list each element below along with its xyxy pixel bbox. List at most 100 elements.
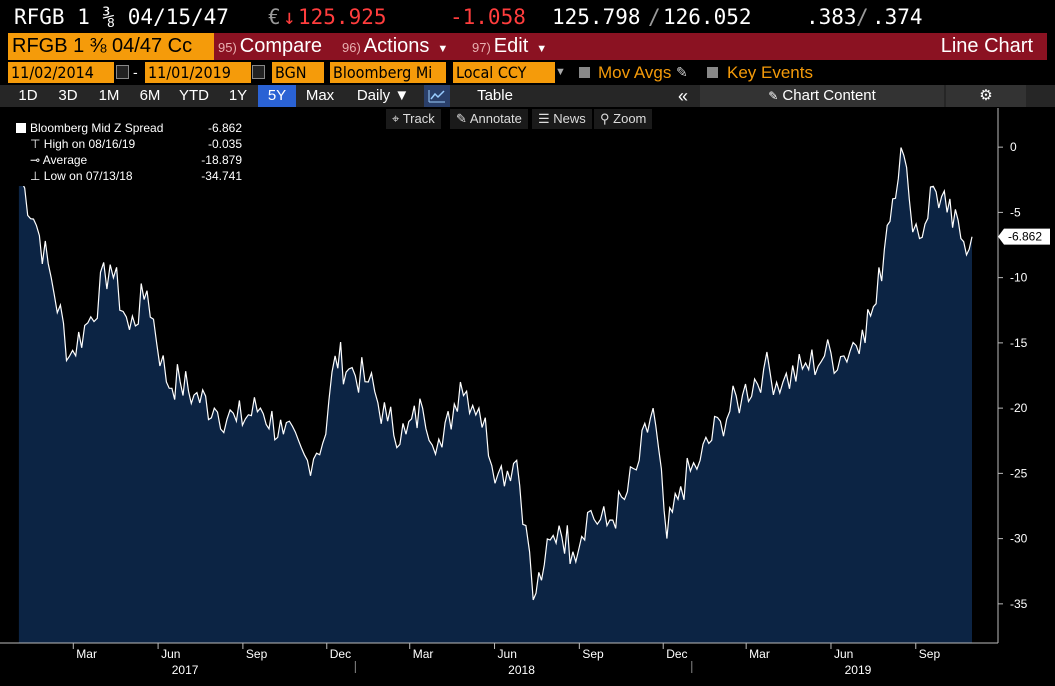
last-value-tag <box>998 228 1050 245</box>
crosshair-icon: ⌖ <box>392 111 400 126</box>
series-name: Bloomberg Mid Z Spread <box>30 121 164 135</box>
start-date-field[interactable]: 11/02/2014 <box>8 62 114 83</box>
actions-button[interactable]: 96) Actions ▼ <box>338 33 468 60</box>
actions-caret-icon: ▼ <box>437 43 449 55</box>
frequency-label: Daily <box>356 87 391 104</box>
view-title: Line Chart <box>940 35 1033 57</box>
low-label: ⊥ Low on 07/13/18 <box>30 168 133 184</box>
x-tick-label: Sep <box>582 647 604 661</box>
legend-series: Bloomberg Mid Z Spread <box>16 120 163 136</box>
x-year-label: 2017 <box>172 663 199 677</box>
series-line <box>18 147 973 601</box>
series-area <box>18 147 972 643</box>
high-marker-icon: ⊤ <box>30 137 44 151</box>
bid-ask-separator: / <box>648 5 661 29</box>
last-value-label: -6.862 <box>1008 230 1042 244</box>
currency-dropdown-icon[interactable]: ▼ <box>555 66 566 78</box>
y-tick-label: -30 <box>1010 532 1028 546</box>
table-button[interactable]: Table <box>477 87 513 104</box>
x-tick-label: Mar <box>749 647 770 661</box>
range-max[interactable]: Max <box>305 87 335 104</box>
quote-bar: RFGB 1 ⅜ 04/15/47 € ↓ 125.925 -1.058 125… <box>0 0 1055 33</box>
low-marker-icon: ⊥ <box>30 169 44 183</box>
x-tick-label: Jun <box>161 647 180 661</box>
x-year-label: 2019 <box>845 663 872 677</box>
y-tick-label: -10 <box>1010 271 1028 285</box>
zoom-tool[interactable]: ⚲ Zoom <box>594 109 653 129</box>
key-events-checkbox[interactable] <box>707 67 718 78</box>
news-icon: ☰ <box>538 111 550 126</box>
edit-shortcut: 97) <box>472 40 491 55</box>
source-field[interactable]: BGN <box>272 62 324 83</box>
y-tick-label: -20 <box>1010 401 1028 415</box>
news-tool[interactable]: ☰ News <box>532 109 592 129</box>
end-calendar-icon[interactable] <box>252 65 265 79</box>
frequency-dropdown[interactable]: Daily ▼ <box>346 85 420 107</box>
high-text: High on 08/16/19 <box>43 137 136 151</box>
key-events-label: Key Events <box>727 63 813 82</box>
low-text: Low on 07/13/18 <box>43 169 133 183</box>
average-label: ⊸ Average <box>30 152 87 168</box>
average-marker-icon: ⊸ <box>30 153 43 167</box>
average-text: Average <box>42 153 88 167</box>
news-label: News <box>553 111 586 126</box>
range-5y[interactable]: 5Y <box>258 85 296 107</box>
currency-selector[interactable]: Local CCY <box>453 62 555 83</box>
function-header: RFGB 1 ⅜ 04/47 Cc 95) Compare 96) Actions ▼… <box>0 33 1055 60</box>
series-value: -6.862 <box>207 121 242 135</box>
series-swatch <box>16 123 26 133</box>
range-1d[interactable]: 1D <box>18 87 38 104</box>
track-tool[interactable]: ⌖ Track <box>386 109 441 129</box>
mov-avgs-checkbox[interactable] <box>579 67 590 78</box>
average-value: -18.879 <box>201 153 242 167</box>
low-value: -34.741 <box>201 169 242 183</box>
ticker: RFGB 1 ⅜ 04/15/47 <box>14 5 229 29</box>
security-field[interactable]: RFGB 1 ⅜ 04/47 Cc <box>8 33 214 60</box>
collapse-icon[interactable]: « <box>677 86 688 106</box>
x-tick-label: Sep <box>246 647 268 661</box>
x-tick-label: Mar <box>76 647 97 661</box>
settings-bar: 11/02/2014 - 11/01/2019 BGN Bloomberg Mi… <box>0 62 1055 84</box>
x-tick-label: Jun <box>498 647 517 661</box>
x-year-label: 2018 <box>508 663 535 677</box>
line-chart[interactable]: 0 -5 -10 -15 -20 -25 -30 -35 -6.862 Mar Jun Sep Dec… <box>0 108 1055 686</box>
down-arrow-icon: ↓ <box>283 5 296 29</box>
mov-avgs-label: Mov Avgs <box>598 63 672 82</box>
y-tick-label: -15 <box>1010 336 1028 350</box>
line-chart-icon[interactable] <box>424 85 450 107</box>
chart-content-icon: ✎ <box>768 89 779 103</box>
bid-price: 125.798 <box>552 5 641 29</box>
range-1m[interactable]: 1M <box>98 87 120 104</box>
annotate-tool[interactable]: ✎ Annotate <box>450 109 528 129</box>
ask-price: 126.052 <box>663 5 752 29</box>
chart-legend: Bloomberg Mid Z Spread -6.862 ⊤ High on … <box>12 118 246 186</box>
range-3d[interactable]: 3D <box>58 87 78 104</box>
end-date-field[interactable]: 11/01/2019 <box>145 62 251 83</box>
chart-content-button[interactable]: ✎ Chart Content <box>700 85 944 107</box>
magnifier-icon: ⚲ <box>600 111 610 126</box>
edit-button[interactable]: 97) Edit ▼ <box>468 33 564 60</box>
start-calendar-icon[interactable] <box>116 65 129 79</box>
y-tick-label: -35 <box>1010 597 1028 611</box>
gear-icon[interactable]: ⚙ <box>946 85 1026 107</box>
last-price: 125.925 <box>298 5 387 29</box>
plot-area <box>18 147 973 643</box>
pencil-icon[interactable]: ✎ <box>676 64 688 80</box>
yield-bid: .383 <box>806 5 857 29</box>
high-value: -0.035 <box>207 137 242 151</box>
edit-label: Edit <box>493 35 529 57</box>
range-1y[interactable]: 1Y <box>228 87 248 104</box>
compare-shortcut: 95) <box>218 40 237 55</box>
track-label: Track <box>402 111 435 126</box>
range-toolbar: 1D 3D 1M 6M YTD 1Y 5Y Max Daily ▼ Table … <box>0 85 1055 107</box>
edit-caret-icon: ▼ <box>536 43 548 55</box>
x-axis: Mar Jun Sep Dec Mar Jun Sep Dec Mar Jun Sep 2017 201… <box>0 642 998 677</box>
compare-button[interactable]: 95) Compare <box>214 33 338 60</box>
range-6m[interactable]: 6M <box>139 87 161 104</box>
x-tick-label: Sep <box>919 647 941 661</box>
chart-content-label: Chart Content <box>782 87 876 104</box>
y-axis: 0 -5 -10 -15 -20 -25 -30 -35 -6.862 <box>997 108 1050 643</box>
date-range-dash: - <box>133 64 138 80</box>
range-ytd[interactable]: YTD <box>179 87 209 104</box>
field-selector[interactable]: Bloomberg Mi <box>330 62 446 83</box>
